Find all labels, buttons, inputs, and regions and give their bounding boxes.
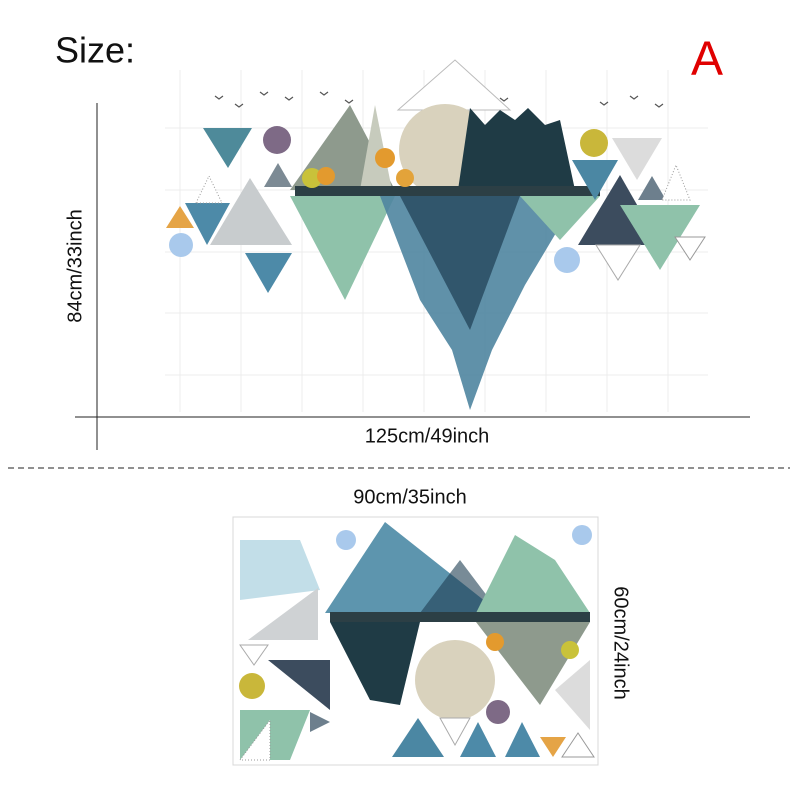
artwork-small-shape — [439, 717, 471, 747]
artwork-small-shape — [240, 540, 320, 600]
artwork-small-shape — [561, 732, 595, 758]
artwork-large-shape — [661, 163, 691, 201]
small-height: 60cm/24inch — [610, 586, 632, 699]
artwork-large-shape — [263, 126, 291, 154]
birds-shape — [629, 95, 639, 100]
artwork-large-shape — [595, 244, 641, 281]
birds-shape — [284, 96, 294, 101]
artwork-small-shape — [268, 660, 330, 710]
artwork-large-shape — [638, 176, 666, 200]
artwork-large-shape — [295, 186, 600, 196]
artwork-large — [166, 59, 706, 410]
artwork-large-shape — [572, 160, 618, 200]
birds-shape — [654, 103, 664, 108]
artwork-large-shape — [185, 203, 230, 245]
artwork-small-shape — [540, 737, 566, 757]
artwork-small-shape — [476, 622, 590, 705]
artwork-small-shape — [239, 718, 271, 761]
birds-shape — [599, 101, 609, 106]
artwork-small-shape — [555, 660, 590, 730]
artwork-small-shape — [415, 640, 495, 720]
birds-shape — [319, 91, 329, 96]
artwork-small-shape — [476, 535, 590, 613]
artwork-large-shape — [520, 196, 600, 240]
artwork-large-shape — [458, 108, 575, 190]
artwork-large-shape — [290, 196, 395, 300]
artwork-large-shape — [612, 138, 662, 180]
artwork-large-shape — [396, 169, 414, 187]
artwork-large-shape — [203, 128, 252, 168]
artwork-small-shape — [486, 700, 510, 724]
artwork-small-shape — [330, 612, 590, 622]
artwork-small-shape — [336, 530, 356, 550]
artwork-small-shape — [239, 673, 265, 699]
artwork-large-shape — [317, 167, 335, 185]
artwork-large-shape — [580, 129, 608, 157]
artwork-small-shape — [330, 622, 420, 705]
birds-shape — [499, 97, 509, 102]
artwork-small-shape — [561, 641, 579, 659]
artwork-large-shape — [245, 253, 292, 293]
birds-shape — [344, 99, 354, 104]
artwork-small-shape — [505, 722, 540, 757]
artwork-large-shape — [400, 196, 520, 330]
artwork-large-shape — [302, 168, 322, 188]
small-width: 90cm/35inch — [353, 486, 466, 508]
artwork-small-shape — [572, 525, 592, 545]
large-width: 125cm/49inch — [365, 425, 490, 447]
artwork-small-shape — [310, 712, 330, 732]
artwork-large-shape — [620, 205, 700, 270]
title: Size: — [55, 30, 135, 71]
artwork-large-shape — [195, 174, 223, 204]
large-height: 84cm/33inch — [64, 209, 86, 322]
artwork-small-shape — [486, 633, 504, 651]
variant-label: A — [691, 33, 723, 86]
birds-shape — [234, 103, 244, 108]
birds-shape — [214, 95, 224, 100]
artwork-large-shape — [166, 206, 194, 228]
artwork-large-shape — [360, 105, 392, 190]
artwork-large-shape — [674, 236, 706, 261]
artwork-small-shape — [460, 722, 496, 757]
artwork-large-shape — [396, 59, 512, 111]
artwork-small — [232, 516, 599, 766]
birds — [214, 91, 664, 108]
birds-shape — [259, 91, 269, 96]
artwork-small-shape — [392, 718, 444, 757]
artwork-small-shape — [248, 588, 318, 640]
artwork-small-shape — [420, 560, 500, 613]
artwork-large-shape — [554, 247, 580, 273]
artwork-large-shape — [169, 233, 193, 257]
artwork-large-shape — [375, 148, 395, 168]
artwork-small-shape — [239, 644, 269, 666]
artwork-large-shape — [264, 163, 292, 187]
artwork-large-shape — [210, 178, 292, 245]
